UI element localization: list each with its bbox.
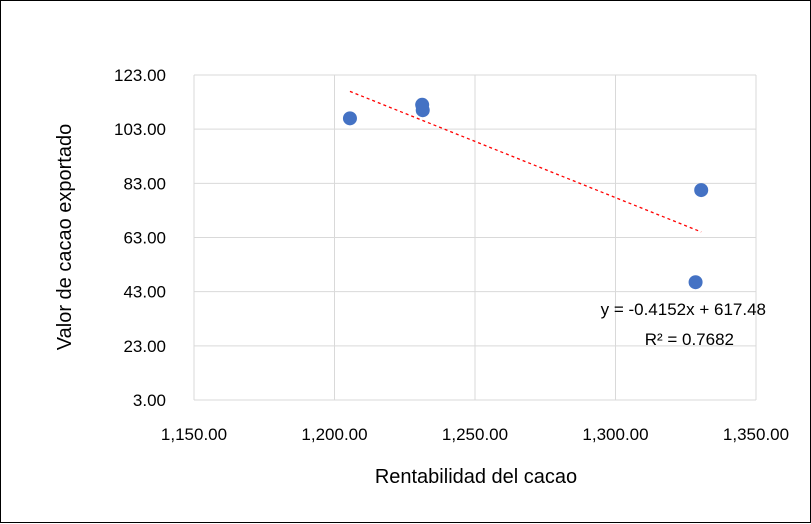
grid-lines [193, 74, 757, 401]
x-axis-ticks: 1,150.00 1,200.00 1,250.00 1,300.00 1,350.00 [161, 425, 789, 444]
x-tick-label: 1,300.00 [582, 425, 648, 444]
trendline [349, 90, 702, 233]
y-tick-label: 103.00 [114, 120, 166, 139]
trendline-r-squared: R² = 0.7682 [645, 330, 734, 349]
data-points [342, 97, 709, 290]
x-tick-label: 1,150.00 [161, 425, 227, 444]
data-point [694, 183, 709, 198]
y-tick-label: 123.00 [114, 66, 166, 85]
y-tick-label: 3.00 [133, 391, 166, 410]
data-point [688, 275, 703, 290]
x-tick-label: 1,350.00 [723, 425, 789, 444]
y-axis-title: Valor de cacao exportado [54, 124, 76, 350]
trendline-equation: y = -0.4152x + 617.48 [601, 300, 766, 319]
y-tick-label: 23.00 [123, 337, 166, 356]
x-tick-label: 1,200.00 [301, 425, 367, 444]
trendline-group [349, 90, 702, 233]
y-tick-label: 43.00 [123, 283, 166, 302]
data-point [415, 103, 430, 118]
x-axis-title: Rentabilidad del cacao [375, 466, 577, 488]
y-axis-ticks: 3.00 23.00 43.00 63.00 83.00 103.00 123.00 [114, 66, 166, 410]
data-point [342, 111, 357, 126]
y-tick-label: 63.00 [123, 229, 166, 248]
y-tick-label: 83.00 [123, 174, 166, 193]
x-tick-label: 1,250.00 [442, 425, 508, 444]
